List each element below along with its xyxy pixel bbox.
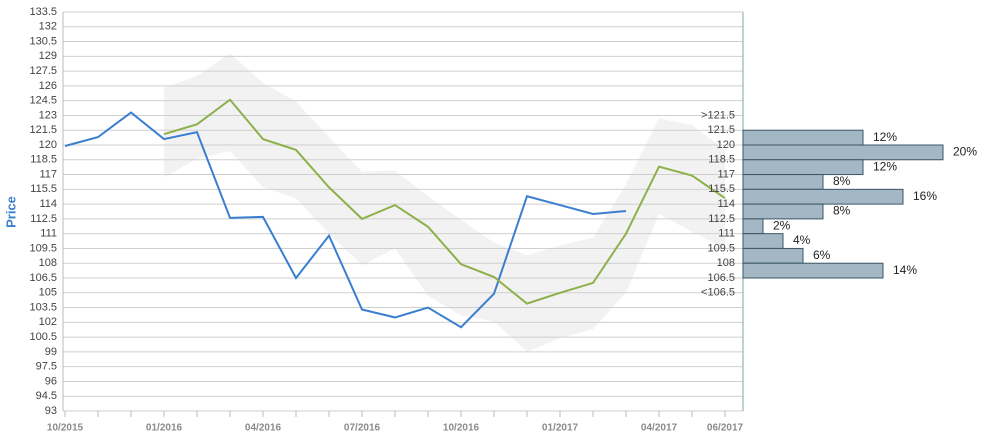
bin-label: <106.5 <box>701 287 735 299</box>
y-tick-label: 96 <box>45 375 57 387</box>
bin-label: 111 <box>718 228 735 240</box>
histogram-bar <box>742 174 824 190</box>
bar-value-label: 12% <box>873 130 897 144</box>
x-tick-label: 04/2016 <box>245 423 282 434</box>
y-tick-label: 100.5 <box>29 331 57 343</box>
histogram-bar <box>742 188 904 205</box>
bar-value-label: 2% <box>773 218 791 232</box>
histogram-bar <box>742 129 864 146</box>
y-tick-label: 103.5 <box>29 301 57 313</box>
bin-label: 115.5 <box>708 183 735 195</box>
y-tick-label: 120 <box>39 139 57 151</box>
y-tick-label: 126 <box>39 80 57 92</box>
price-line <box>64 111 627 329</box>
y-tick-label: 132 <box>39 21 57 33</box>
y-tick-label: 94.5 <box>36 390 57 402</box>
x-tick-label: 04/2017 <box>641 423 678 434</box>
y-tick-label: 97.5 <box>36 361 57 373</box>
y-tick-label: 115.5 <box>30 183 57 195</box>
y-tick-label: 133.5 <box>29 6 57 18</box>
y-tick-label: 106.5 <box>29 272 57 284</box>
histogram-bar <box>742 247 804 264</box>
y-tick-label: 109.5 <box>29 242 57 254</box>
x-tick-label: 01/2017 <box>542 423 579 434</box>
bin-label: 106.5 <box>707 272 735 284</box>
y-tick-label: 127.5 <box>29 65 57 77</box>
histogram-bar <box>742 159 864 176</box>
y-tick-label: 117 <box>39 168 57 180</box>
x-tick-label: 10/2016 <box>443 423 480 434</box>
x-tick-label: 06/2017 <box>707 423 744 434</box>
bin-label: 112.5 <box>708 213 735 225</box>
bar-value-label: 14% <box>893 263 917 277</box>
bar-value-label: 4% <box>793 233 811 247</box>
bar-value-label: 12% <box>873 159 897 173</box>
y-tick-label: 118.5 <box>30 154 57 166</box>
x-tick-label: 10/2015 <box>47 423 84 434</box>
bin-label: 114 <box>717 198 735 210</box>
y-tick-label: 114 <box>39 198 57 210</box>
x-tick-label: 01/2016 <box>146 423 183 434</box>
bin-label: 109.5 <box>707 242 735 254</box>
bar-value-label: 16% <box>913 189 937 203</box>
histogram-bar <box>742 262 884 279</box>
bin-label: 118.5 <box>708 154 735 166</box>
bar-value-label: 20% <box>953 145 977 159</box>
y-tick-label: 99 <box>45 346 57 358</box>
histogram-bar <box>742 233 784 249</box>
forecast-band <box>164 53 725 352</box>
y-tick-label: 123 <box>39 109 57 121</box>
histogram-bar <box>742 144 944 161</box>
y-tick-label: 124.5 <box>29 95 57 107</box>
x-tick-label: 07/2016 <box>344 423 381 434</box>
y-tick-label: 111 <box>40 228 57 240</box>
bin-label: 108 <box>717 257 735 269</box>
y-tick-label: 105 <box>39 287 57 299</box>
y-tick-label: 108 <box>39 257 57 269</box>
histogram-bar <box>742 218 764 235</box>
y-tick-label: 130.5 <box>29 35 57 47</box>
price-line <box>163 98 726 305</box>
bar-value-label: 6% <box>813 248 831 262</box>
bar-value-label: 8% <box>833 204 851 218</box>
histogram-bar <box>742 203 824 220</box>
bin-label: 120 <box>717 139 735 151</box>
y-tick-label: 121.5 <box>29 124 57 136</box>
bin-label: 121.5 <box>707 124 735 136</box>
y-tick-label: 129 <box>39 50 57 62</box>
bin-label: 117 <box>717 168 735 180</box>
y-tick-label: 93 <box>45 405 57 417</box>
y-axis-label: Price <box>3 196 18 228</box>
bin-label: >121.5 <box>701 109 735 121</box>
y-tick-label: 112.5 <box>30 213 57 225</box>
bar-value-label: 8% <box>833 174 851 188</box>
y-tick-label: 102 <box>39 316 57 328</box>
